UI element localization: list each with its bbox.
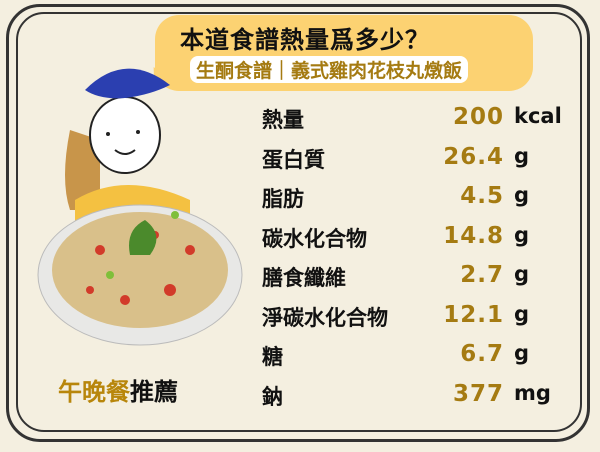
nutrient-value: 377 — [452, 381, 504, 407]
recipe-subtitle: 生酮食譜｜義式雞肉花枝丸燉飯 — [190, 56, 469, 83]
nutrient-value: 200 — [452, 104, 504, 130]
nutrition-row-calories: 熱量 200 kcal — [262, 104, 562, 134]
nutrient-value: 12.1 — [443, 302, 504, 328]
nutrient-unit: kcal — [514, 104, 562, 128]
nutrient-unit: g — [514, 223, 530, 247]
nutrition-row-carbs: 碳水化合物 14.8 g — [262, 223, 562, 253]
nutrient-unit: g — [514, 302, 530, 326]
decorative-frame-outer — [6, 4, 590, 442]
nutrient-label: 熱量 — [262, 108, 304, 132]
meal-time-highlight: 午晚餐 — [58, 378, 130, 406]
risotto-bowl-photo — [37, 204, 243, 346]
nutrition-row-protein: 蛋白質 26.4 g — [262, 144, 562, 174]
nutrient-unit: g — [514, 144, 530, 168]
meal-recommendation: 午晚餐推薦 — [58, 372, 178, 407]
nutrient-value: 14.8 — [443, 223, 504, 249]
nutrition-row-sugar: 糖 6.7 g — [262, 341, 562, 371]
nutrient-label: 鈉 — [262, 385, 283, 409]
nutrient-label: 膳食纖維 — [262, 266, 346, 290]
page-title: 本道食譜熱量爲多少？ — [180, 26, 430, 54]
nutrient-label: 糖 — [262, 345, 283, 369]
nutrient-unit: mg — [514, 381, 551, 405]
nutrition-row-fiber: 膳食纖維 2.7 g — [262, 262, 562, 292]
illustration — [37, 68, 243, 346]
nutrient-label: 淨碳水化合物 — [262, 306, 388, 330]
nutrient-unit: g — [514, 341, 530, 365]
nutrient-label: 蛋白質 — [262, 148, 325, 172]
nutrition-row-net-carbs: 淨碳水化合物 12.1 g — [262, 302, 562, 332]
nutrient-label: 脂肪 — [262, 187, 304, 211]
nutrition-row-sodium: 鈉 377 mg — [262, 381, 562, 411]
nutrient-unit: g — [514, 262, 530, 286]
nutrient-unit: g — [514, 183, 530, 207]
recommend-text: 推薦 — [130, 378, 178, 406]
decorative-frame-inner — [16, 12, 582, 432]
nutrient-value: 4.5 — [460, 183, 504, 209]
nutrient-value: 6.7 — [460, 341, 504, 367]
nutrition-row-fat: 脂肪 4.5 g — [262, 183, 562, 213]
nutrient-value: 2.7 — [460, 262, 504, 288]
nutrient-value: 26.4 — [443, 144, 504, 170]
nutrient-label: 碳水化合物 — [262, 227, 367, 251]
